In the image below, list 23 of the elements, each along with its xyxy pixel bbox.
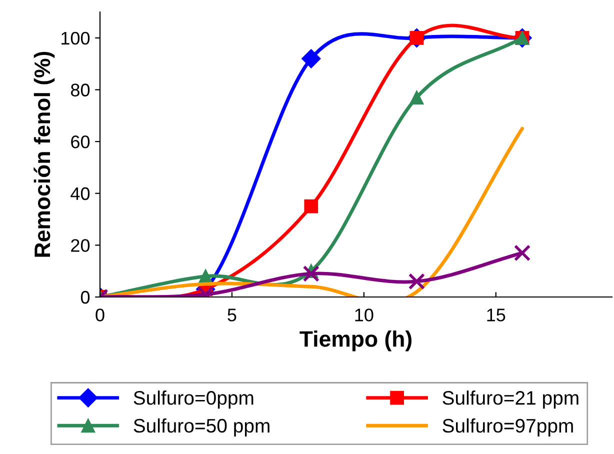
point — [302, 265, 320, 282]
point — [198, 269, 213, 284]
legend-label: Sulfuro=97ppm — [442, 418, 573, 436]
point — [302, 49, 321, 68]
point — [408, 273, 426, 290]
x-tick-label: 0 — [96, 308, 104, 322]
point — [410, 90, 424, 104]
legend-label: Sulfuro=50 ppm — [134, 418, 270, 436]
point — [514, 244, 531, 262]
y-tick-label: 0 — [80, 290, 90, 304]
y-axis-title: Remoción fenol (%) — [34, 52, 55, 257]
y-tick-label: 100 — [62, 32, 90, 45]
x-tick-label: 15 — [487, 308, 506, 322]
legend-label: Sulfuro=21 ppm — [442, 390, 578, 409]
x-tick-label: 5 — [228, 308, 236, 322]
y-tick-label: 20 — [71, 239, 90, 252]
x-axis-title: Tiempo (h) — [300, 330, 412, 352]
y-tick-label: 60 — [71, 135, 90, 148]
legend-label: Sulfuro=0ppm — [134, 390, 254, 409]
x-tick-label: 10 — [355, 308, 374, 322]
y-tick-label: 40 — [70, 187, 90, 200]
y-tick-label: 80 — [70, 84, 90, 96]
point — [304, 199, 318, 214]
